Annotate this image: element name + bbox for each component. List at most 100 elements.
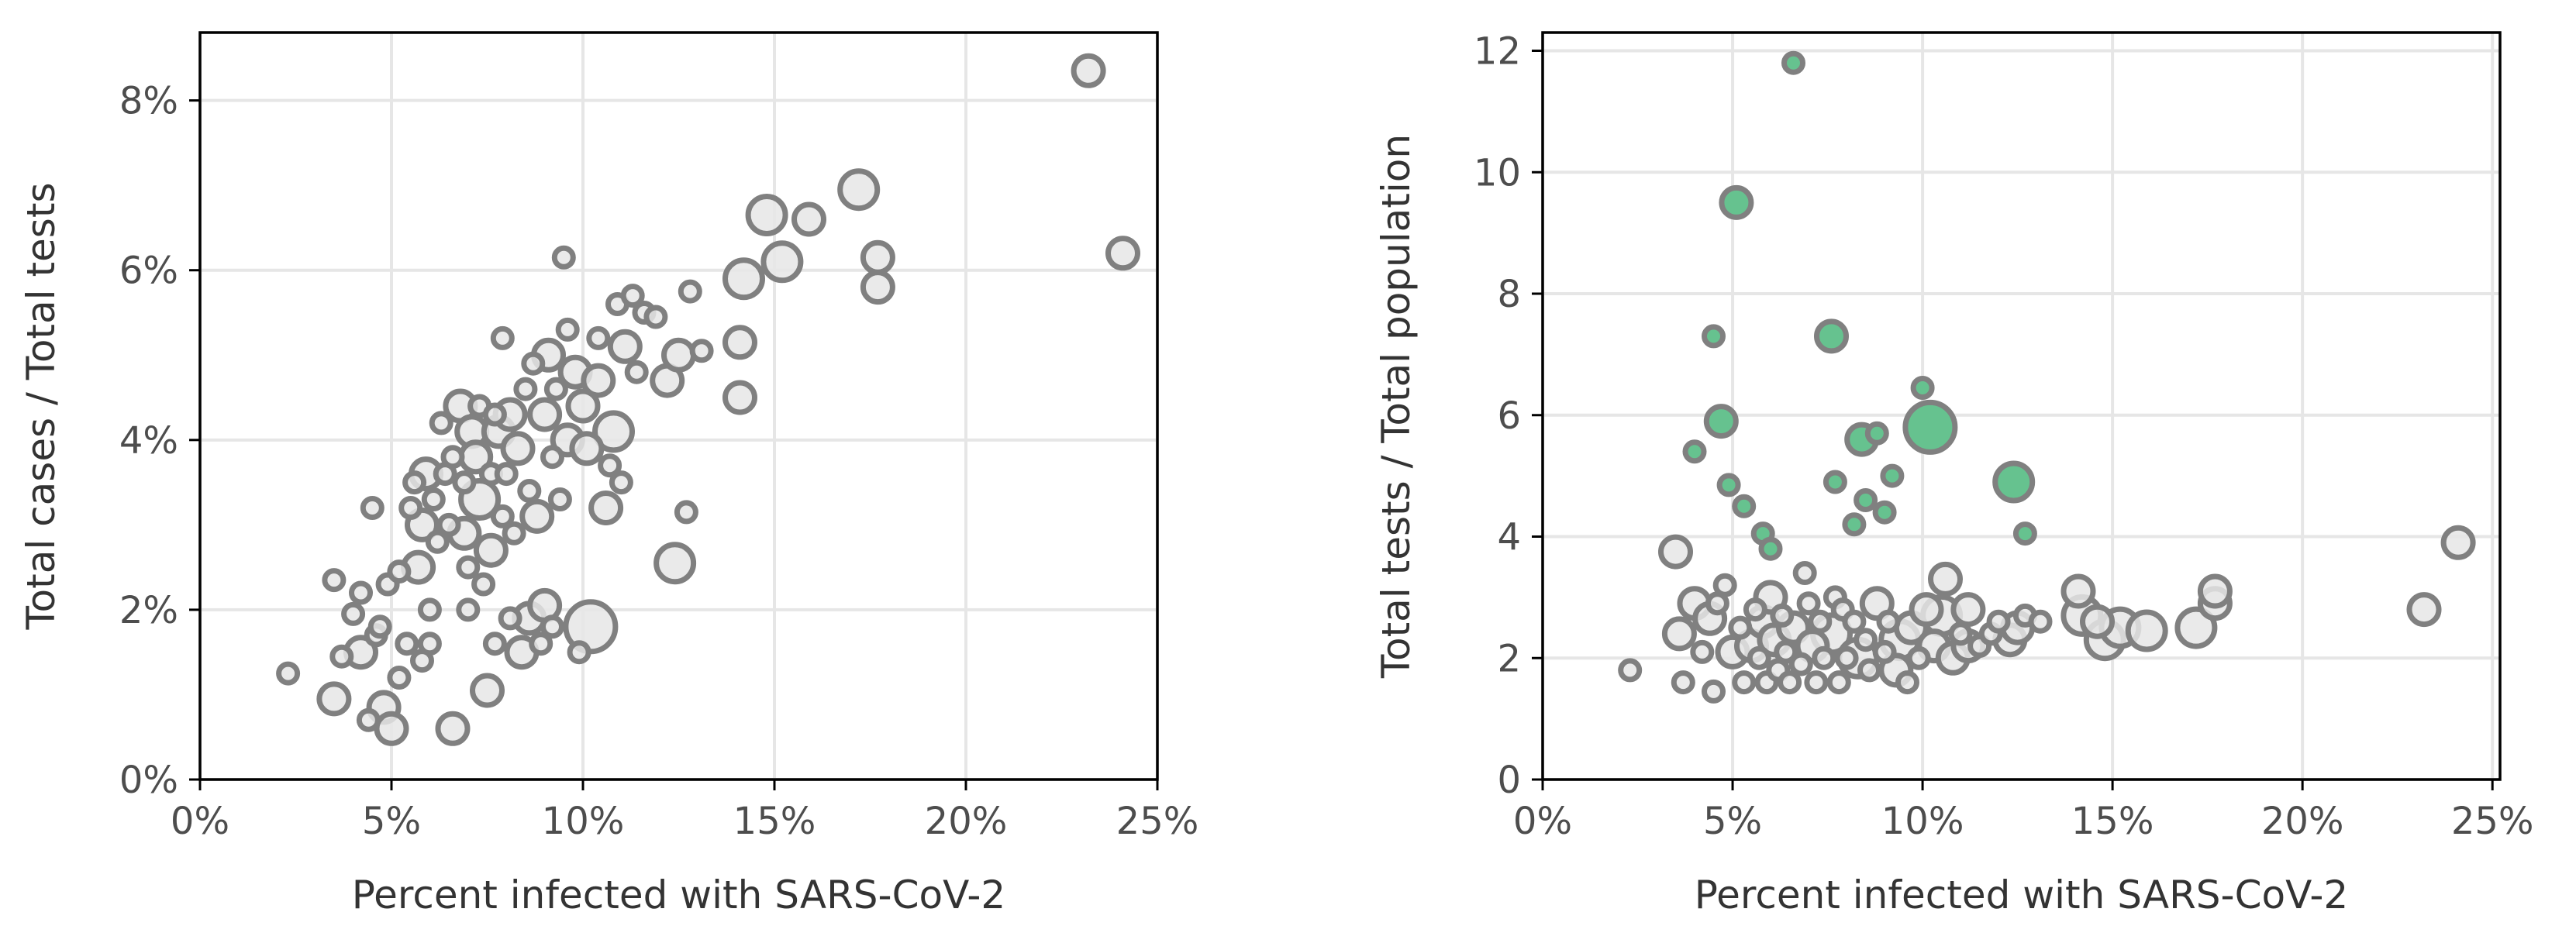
left-bubble	[555, 317, 580, 342]
left-bubble	[500, 431, 536, 466]
left-x-tick-label: 10%	[542, 800, 625, 843]
left-bubble	[425, 529, 450, 554]
left-y-tick-label: 8%	[119, 80, 178, 123]
left-bubble	[837, 168, 881, 212]
left-bubble	[745, 194, 788, 236]
right-bubble	[1774, 639, 1798, 664]
right-scatter-panel: 0% 5% 10% 15% 20% 25% 0 2 4 6 8 10 12 Percent infect…	[1374, 30, 2534, 917]
right-bubble	[1986, 609, 2011, 634]
left-x-tick-label: 0%	[171, 800, 229, 843]
right-bubble	[1743, 597, 1767, 622]
right-x-tick-label: 10%	[1881, 800, 1964, 843]
left-bubble	[620, 284, 645, 308]
left-bubble	[456, 597, 481, 622]
left-bubble	[471, 572, 496, 597]
right-bubble	[1834, 645, 1859, 670]
left-bubble	[529, 632, 553, 656]
left-bubble	[689, 339, 714, 363]
left-bubble	[329, 644, 354, 669]
left-bubble	[592, 410, 635, 453]
left-bubble	[387, 559, 412, 584]
right-y-tick-label: 0	[1497, 759, 1521, 802]
right-bubble	[1712, 573, 1737, 597]
right-x-tick-label: 25%	[2451, 800, 2534, 843]
left-bubble	[490, 504, 515, 528]
right-bubble	[1770, 603, 1795, 628]
right-bubble	[1658, 534, 1693, 570]
right-x-axis-label: Percent infected with SARS-CoV-2	[1695, 873, 2348, 917]
left-bubble	[760, 240, 804, 284]
left-bubble	[674, 500, 698, 525]
left-bubble	[678, 279, 702, 304]
left-bubble	[569, 431, 605, 466]
right-bubble	[1842, 609, 1867, 634]
left-bubble	[1071, 53, 1106, 88]
left-bubble	[540, 614, 564, 639]
left-bubble	[567, 640, 591, 665]
right-bubble	[1895, 670, 1919, 695]
left-bubble	[276, 661, 301, 686]
right-bubble	[1928, 561, 1963, 597]
right-bubble	[2125, 609, 2168, 652]
left-bubble	[421, 487, 446, 511]
left-bubble	[643, 305, 668, 329]
left-bubble	[588, 490, 624, 525]
right-bubble	[1906, 645, 1931, 670]
right-axes-ticks: 0% 5% 10% 15% 20% 25% 0 2 4 6 8 10 12	[1474, 30, 2534, 843]
left-bubble	[502, 521, 526, 546]
left-bubble	[565, 388, 601, 424]
left-bubbles	[276, 53, 1140, 746]
left-bubble	[341, 601, 366, 626]
right-bubble	[1950, 592, 1986, 628]
right-bubble	[2406, 592, 2442, 628]
left-bubble	[436, 512, 461, 537]
left-bubble	[452, 470, 477, 495]
left-bubble	[398, 496, 423, 520]
left-x-tick-label: 15%	[733, 800, 816, 843]
right-bubble	[1778, 670, 1802, 695]
right-bubble	[2028, 609, 2053, 634]
right-bubble	[1732, 670, 1757, 695]
right-highlight-bubble	[1814, 318, 1849, 354]
left-bubble	[860, 239, 895, 275]
right-plot-frame	[1541, 31, 2502, 781]
right-highlight-bubble	[1872, 500, 1897, 525]
right-x-tick-label: 5%	[1703, 800, 1762, 843]
right-bubbles	[1618, 50, 2476, 704]
right-bubble	[1808, 609, 1833, 634]
right-bubble	[1812, 645, 1836, 670]
right-highlight-bubble	[1842, 512, 1867, 537]
right-bubble	[1671, 670, 1695, 695]
left-bubble	[470, 673, 505, 708]
right-bubble	[1826, 670, 1851, 695]
right-highlight-bubble	[2012, 521, 2037, 546]
left-y-tick-label: 4%	[119, 419, 178, 463]
right-highlight-bubble	[1854, 488, 1878, 512]
left-bubble	[316, 681, 352, 717]
left-y-tick-label: 6%	[119, 250, 178, 293]
left-bubble	[456, 555, 481, 580]
left-bubble	[356, 707, 381, 732]
right-highlight-bubble	[1758, 536, 1783, 561]
right-grid	[1541, 33, 2500, 781]
right-highlight-bubble	[1910, 376, 1935, 400]
left-bubble	[517, 479, 542, 503]
left-bubble	[513, 377, 538, 401]
left-bubble	[791, 201, 826, 237]
right-bubble	[1796, 591, 1821, 616]
right-bubble	[2060, 573, 2096, 609]
right-bubble	[1854, 628, 1878, 652]
right-highlight-bubble	[1902, 399, 1958, 455]
left-bubble	[360, 496, 385, 520]
right-highlight-bubble	[1703, 404, 1739, 439]
left-bubble	[543, 377, 568, 401]
left-bubble	[490, 325, 515, 350]
right-y-tick-label: 10	[1474, 151, 1521, 194]
left-scatter-panel: 0% 5% 10% 15% 20% 25% 0% 2% 4% 6% 8% Percent infec…	[19, 31, 1198, 917]
right-highlight-bubble	[1702, 324, 1726, 349]
right-bubble	[2174, 606, 2218, 649]
left-bubble	[402, 470, 427, 495]
left-bubble	[551, 245, 576, 270]
left-bubble	[435, 711, 471, 746]
right-highlight-bubble	[1719, 184, 1754, 220]
